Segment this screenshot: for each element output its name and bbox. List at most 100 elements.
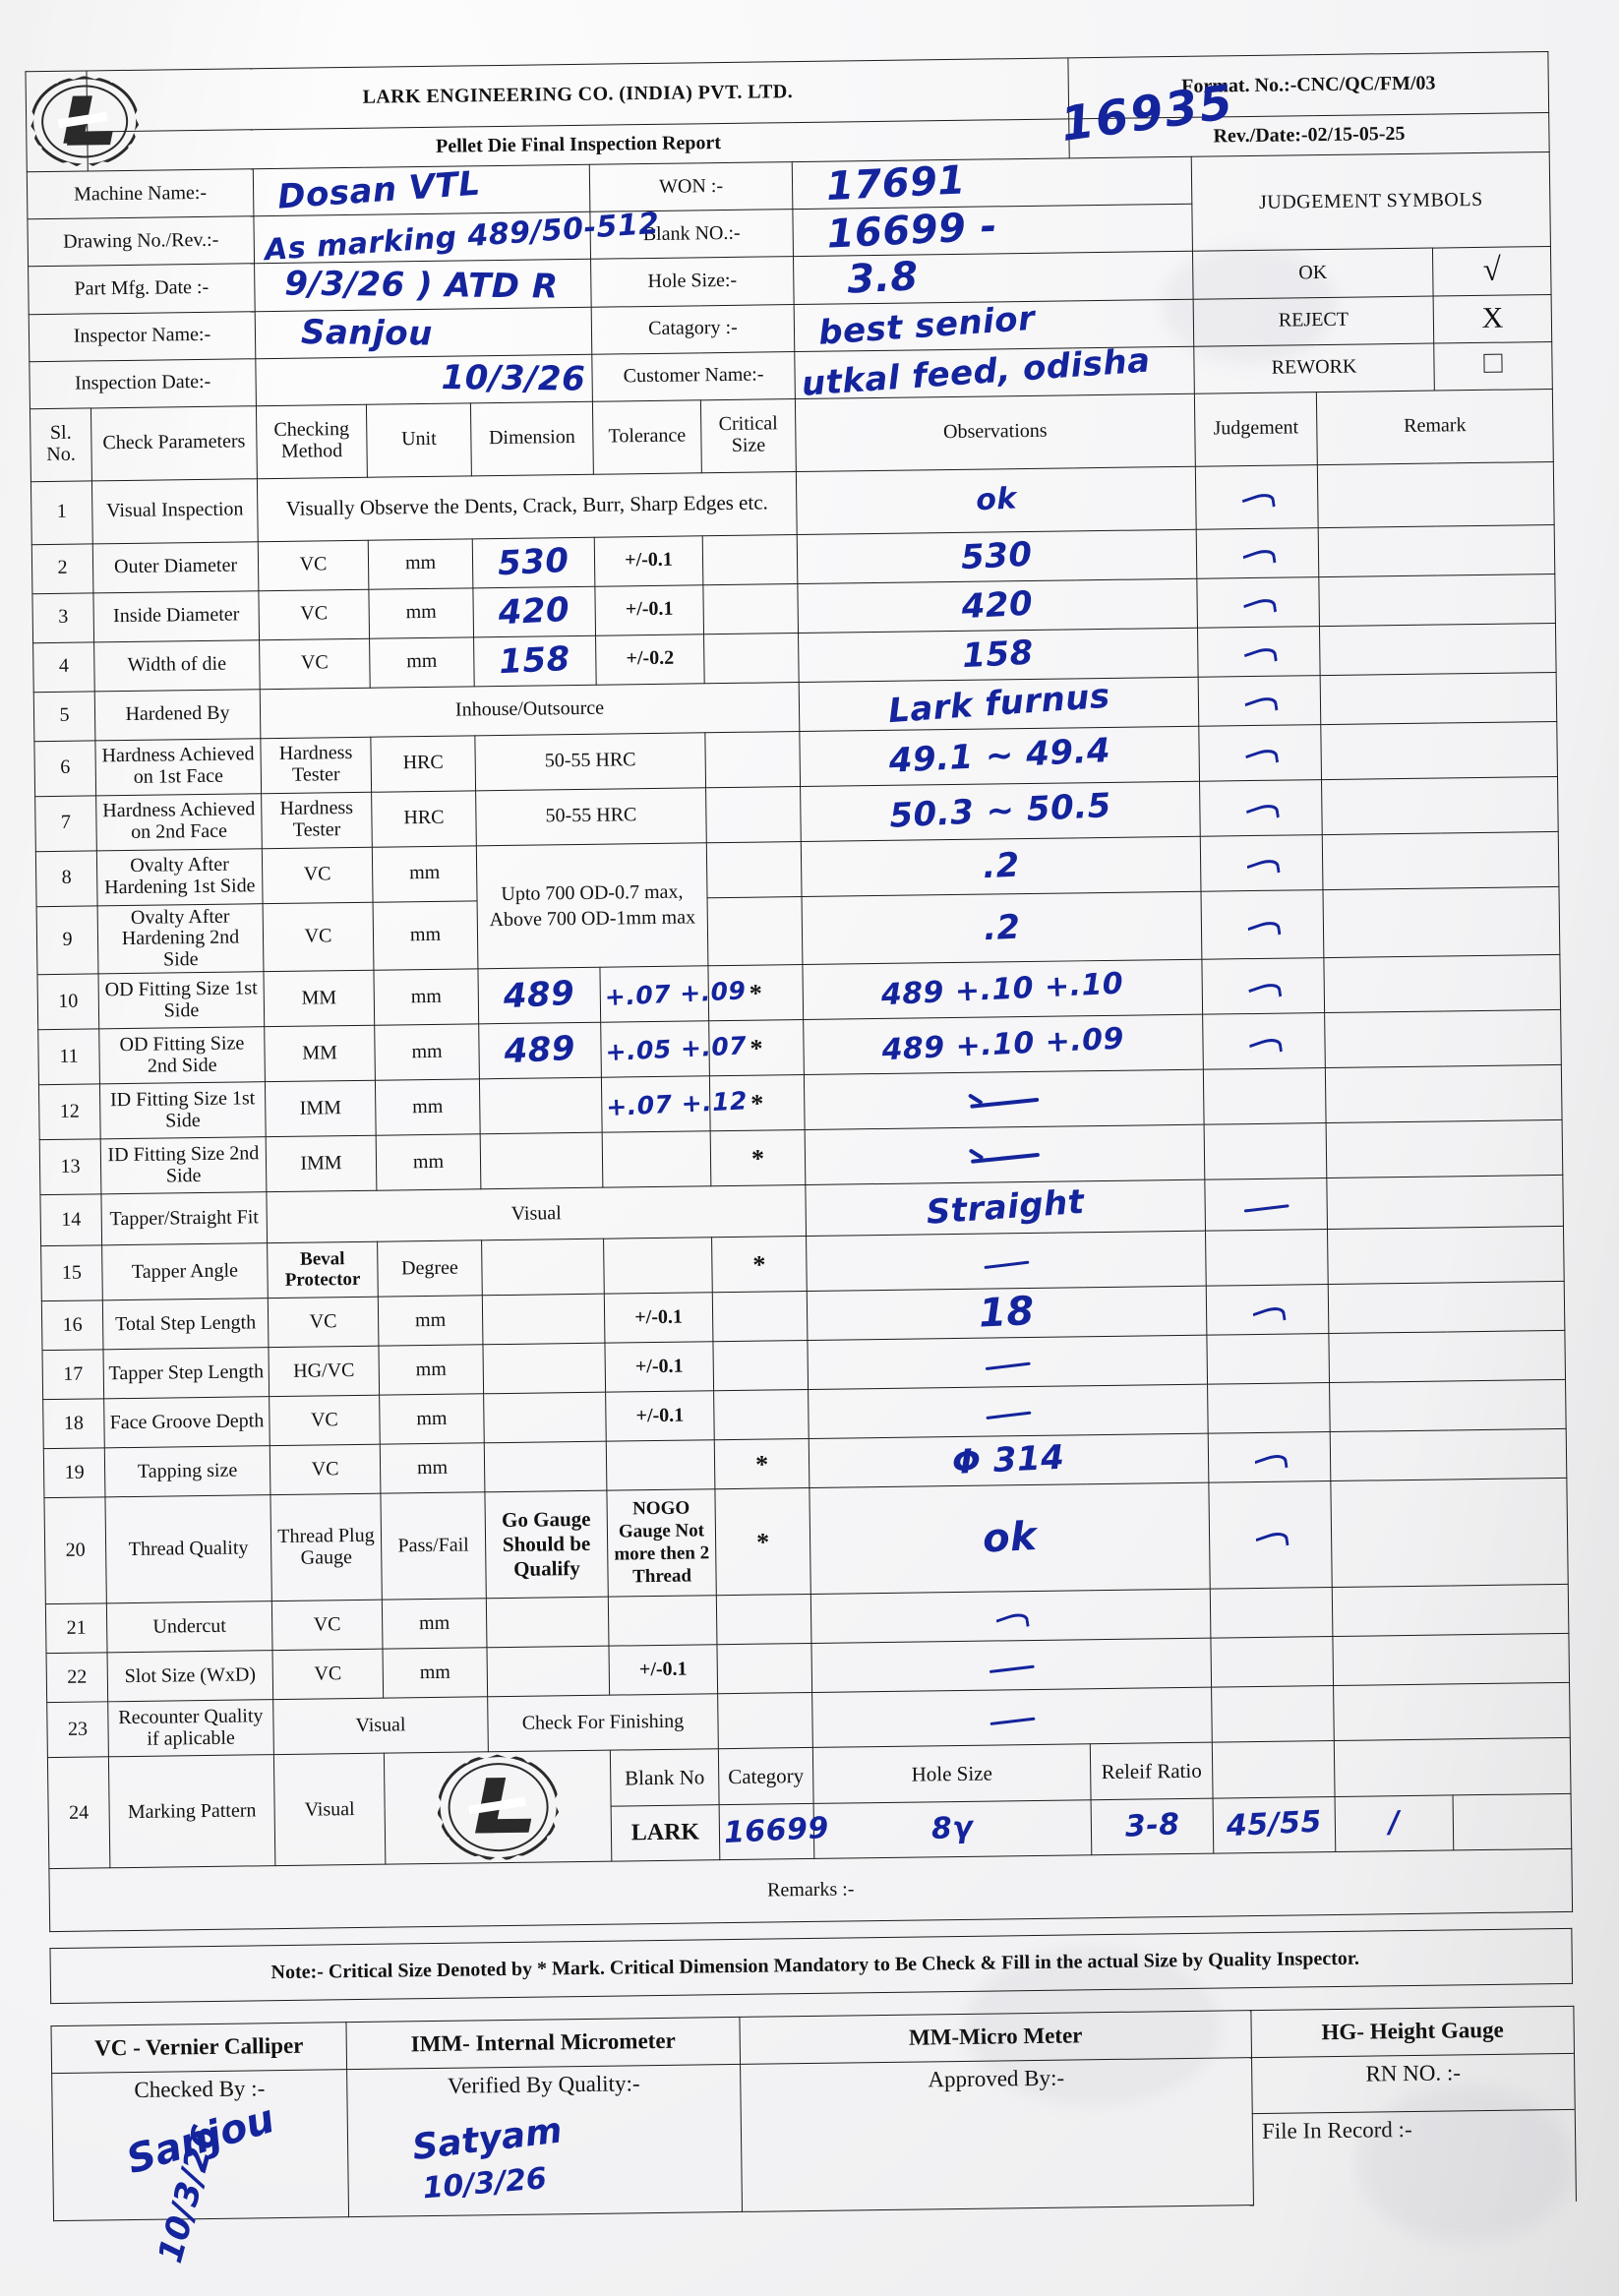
row-judgement xyxy=(1198,675,1321,726)
row-parameter: Tapper Angle xyxy=(101,1243,269,1301)
row-parameter: Visual Inspection xyxy=(91,478,259,544)
row-judgement xyxy=(1199,779,1323,836)
customer-name-label: Customer Name:- xyxy=(591,351,796,401)
row-unit: mm xyxy=(383,1648,488,1699)
row-method: Hardness Tester xyxy=(261,791,373,849)
row-unit: mm xyxy=(368,587,474,638)
row-unit: mm xyxy=(375,1079,481,1136)
row-dimension: 489 xyxy=(478,1022,602,1080)
row-remark xyxy=(1326,1175,1564,1230)
row-remark xyxy=(1322,831,1559,890)
row-observation: 489 +.10 +.10 xyxy=(802,959,1203,1020)
row-observation: 420 xyxy=(797,577,1198,634)
row-remark xyxy=(1317,461,1555,528)
row-judgement xyxy=(1204,1178,1328,1232)
row-dimension xyxy=(486,1646,610,1698)
machine-name-label: Machine Name:- xyxy=(27,168,254,219)
row-dimension-span: Check For Finishing xyxy=(487,1694,719,1753)
row-judgement xyxy=(1197,626,1321,677)
row-parameter: Hardened By xyxy=(94,689,261,741)
row-critical xyxy=(717,1692,813,1750)
row-dimension: 530 xyxy=(472,536,595,588)
marking-value-blank-no: 16699 xyxy=(719,1803,830,1861)
inspector-name-value: Sanjou xyxy=(300,312,434,354)
row-span-note: Visually Observe the Dents, Crack, Burr,… xyxy=(257,471,798,542)
row-spec: 50-55 HRC xyxy=(474,732,706,791)
row-judgement xyxy=(1211,1685,1335,1743)
row-method: IMM xyxy=(266,1135,377,1193)
row-observation xyxy=(810,1638,1212,1693)
legend-ok-symbol: √ xyxy=(1432,246,1552,296)
row-remark xyxy=(1453,1793,1572,1851)
row-parameter: Ovalty After Hardening 1st Side xyxy=(96,848,264,906)
row-remark xyxy=(1320,672,1557,725)
row-parameter: Recounter Quality if aplicable xyxy=(107,1699,274,1758)
legend-rework-label: REWORK xyxy=(1193,342,1435,393)
row-unit: Pass/Fail xyxy=(380,1492,487,1601)
row-remark xyxy=(1319,623,1557,676)
row-remark xyxy=(1322,885,1560,958)
row-no: 1 xyxy=(30,480,93,545)
col-header-tolerance: Tolerance xyxy=(592,399,702,474)
row-no: 3 xyxy=(31,592,94,643)
row-tolerance: +.07 +.12 xyxy=(601,1076,749,1133)
table-row: 20 Thread Quality Thread Plug Gauge Pass… xyxy=(43,1478,1569,1604)
row-tolerance xyxy=(606,1440,715,1491)
drawing-no-label: Drawing No./Rev.:- xyxy=(27,215,255,268)
row-tolerance: +/-0.2 xyxy=(595,634,705,685)
won-value: 17691 xyxy=(825,157,967,211)
row-remark xyxy=(1321,776,1559,835)
row-judgement xyxy=(1203,1067,1327,1125)
row-observation xyxy=(806,1231,1207,1292)
row-remark xyxy=(1333,1682,1571,1741)
row-remark xyxy=(1329,1379,1567,1432)
row-no: 11 xyxy=(37,1029,100,1086)
row-remark xyxy=(1320,721,1558,780)
row-no: 18 xyxy=(42,1399,105,1449)
row-method: Beval Protector xyxy=(267,1241,379,1299)
legend-reject-label: REJECT xyxy=(1193,295,1434,346)
row-parameter: Slot Size (WxD) xyxy=(107,1650,273,1703)
marking-value-releif-ratio: 45/55 xyxy=(1213,1796,1336,1854)
row-critical xyxy=(703,633,800,684)
row-remark xyxy=(1318,574,1556,627)
row-spec: 50-55 HRC xyxy=(475,787,707,846)
row-parameter: ID Fitting Size 2nd Side xyxy=(100,1137,267,1195)
row-parameter: Tapper/Straight Fit xyxy=(100,1192,268,1246)
row-dimension: 158 xyxy=(473,634,597,687)
row-remark xyxy=(1330,1478,1569,1588)
row-parameter: Total Step Length xyxy=(102,1298,269,1351)
row-observation: ok xyxy=(796,465,1197,535)
legend-imm: IMM- Internal Micrometer xyxy=(345,2017,741,2071)
file-in-record-label: File In Record :- xyxy=(1261,2117,1412,2144)
row-observation: 50.3 ~ 50.5 xyxy=(800,780,1201,842)
critical-note: Note:- Critical Size Denoted by * Mark. … xyxy=(49,1928,1573,2004)
row-remark xyxy=(1325,1064,1563,1123)
row-method-span: Visual xyxy=(272,1697,489,1755)
row-no: 4 xyxy=(32,641,95,693)
row-judgement xyxy=(1202,1012,1326,1070)
row-dimension xyxy=(480,1132,603,1190)
row-remark xyxy=(1328,1281,1565,1334)
col-header-method: Checking Method xyxy=(256,403,368,479)
row-judgement xyxy=(1206,1333,1330,1385)
row-no: 23 xyxy=(46,1702,109,1758)
row-critical: * xyxy=(710,1129,806,1187)
company-logo xyxy=(25,70,88,172)
row-no: 15 xyxy=(40,1245,103,1302)
row-critical: * xyxy=(714,1438,810,1490)
row-observation: .2 xyxy=(801,835,1201,897)
row-no: 5 xyxy=(33,691,95,742)
row-method: VC xyxy=(269,1395,381,1446)
row-method: VC xyxy=(272,1649,384,1700)
row-method: Hardness Tester xyxy=(260,736,372,794)
row-parameter: Ovalty After Hardening 2nd Side xyxy=(97,903,264,975)
row-parameter: Undercut xyxy=(106,1601,273,1654)
row-observation: .2 xyxy=(802,890,1202,965)
row-unit: mm xyxy=(369,636,475,688)
row-parameter: Face Groove Depth xyxy=(103,1396,270,1449)
row-no: 12 xyxy=(38,1084,101,1141)
inspection-date-label: Inspection Date:- xyxy=(29,358,257,409)
hole-size-value: 3.8 xyxy=(846,254,920,303)
col-header-slno: Sl. No. xyxy=(30,407,92,482)
